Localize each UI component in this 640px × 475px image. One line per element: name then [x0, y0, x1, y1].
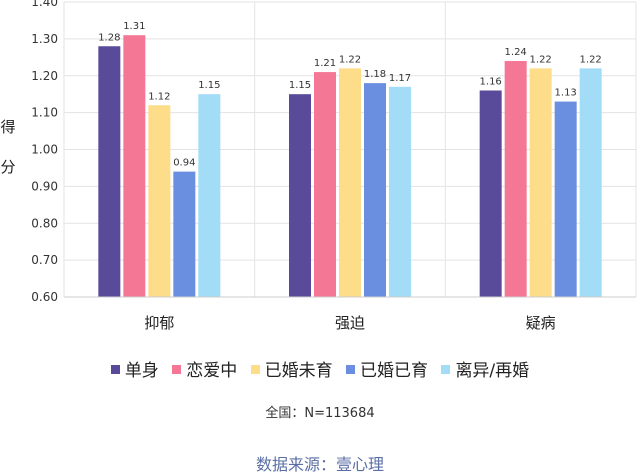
bar	[479, 90, 502, 297]
data-label: 1.16	[480, 77, 502, 88]
bar	[579, 68, 602, 297]
data-label: 1.18	[364, 69, 386, 80]
bar-chart: 0.60 0.70 0.80 0.90 1.00 1.10 1.20 1.30 1.40 得分 1.…	[0, 0, 637, 332]
y-tick-label: 0.60	[31, 290, 58, 304]
y-tick-label: 1.20	[31, 69, 58, 83]
legend-label: 已婚未育	[264, 361, 333, 381]
legend-label: 离异/再婚	[455, 361, 530, 381]
y-tick-label: 1.10	[31, 106, 58, 120]
data-label: 1.13	[555, 88, 577, 99]
bar	[98, 46, 121, 297]
category-label: 疑病	[526, 314, 556, 332]
data-label: 1.22	[339, 54, 361, 65]
legend-label: 已婚已育	[360, 361, 429, 381]
bar	[529, 68, 552, 297]
y-axis-label: 分	[0, 158, 15, 176]
data-label: 0.94	[173, 158, 195, 169]
bar	[198, 94, 221, 297]
data-label: 1.15	[198, 80, 220, 91]
data-label: 1.31	[123, 21, 145, 32]
data-label: 1.24	[505, 47, 527, 58]
data-label: 1.22	[580, 54, 602, 65]
legend-label: 恋爱中	[186, 361, 238, 381]
data-label: 1.28	[98, 32, 120, 43]
bar	[123, 35, 146, 297]
data-label: 1.17	[389, 73, 411, 84]
category-label: 抑郁	[144, 314, 174, 332]
y-tick-label: 1.00	[31, 143, 58, 157]
data-source-note: 数据来源：壹心理	[255, 455, 384, 474]
sample-size-note: 全国：N=113684	[265, 406, 375, 421]
bar	[173, 171, 196, 297]
legend-label: 单身	[124, 361, 159, 381]
legend-item-single: 单身	[110, 356, 159, 381]
data-label: 1.22	[530, 54, 552, 65]
legend: 单身 恋爱中 已婚未育 已婚已育 离异/再婚	[0, 356, 640, 381]
data-label: 1.12	[148, 91, 170, 102]
legend-item-divorced: 离异/再婚	[441, 356, 529, 381]
category-label: 强迫	[335, 314, 365, 332]
legend-item-dating: 恋爱中	[172, 356, 237, 381]
y-axis-label: 得	[0, 118, 15, 136]
legend-item-married-with-child: 已婚已育	[346, 356, 428, 381]
bar	[554, 101, 577, 297]
legend-swatch	[250, 364, 260, 374]
bar	[364, 83, 386, 297]
y-tick-label: 1.30	[31, 32, 58, 46]
y-tick-label: 1.40	[31, 0, 58, 9]
y-tick-label: 0.80	[31, 216, 58, 230]
bar	[504, 61, 527, 297]
legend-swatch	[346, 364, 356, 374]
y-tick-label: 0.70	[31, 253, 58, 267]
legend-swatch	[172, 364, 182, 374]
bar	[389, 86, 411, 297]
data-label: 1.21	[314, 58, 336, 69]
bar	[289, 94, 311, 297]
data-label: 1.15	[289, 80, 311, 91]
y-tick-label: 0.90	[31, 179, 58, 193]
bar	[314, 72, 336, 297]
legend-item-married-no-child: 已婚未育	[250, 356, 333, 381]
legend-swatch	[110, 364, 120, 374]
legend-swatch	[441, 364, 451, 374]
bar	[339, 68, 361, 297]
bar	[148, 105, 171, 297]
